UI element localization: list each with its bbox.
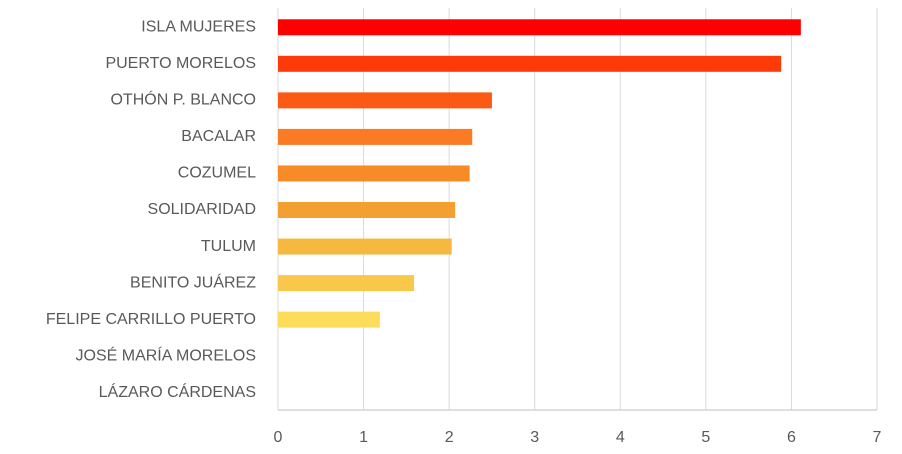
y-tick-label: TULUM [201, 238, 256, 255]
y-tick-label: JOSÉ MARÍA MORELOS [76, 345, 256, 364]
y-tick-label: LÁZARO CÁRDENAS [99, 382, 256, 401]
bar [278, 55, 782, 72]
bar [278, 202, 456, 218]
x-tick-label: 2 [445, 429, 454, 446]
bar [278, 128, 473, 145]
y-tick-label: BACALAR [181, 128, 256, 145]
y-tick-label: FELIPE CARRILLO PUERTO [46, 311, 256, 328]
y-tick-label: OTHÓN P. BLANCO [110, 90, 256, 109]
bar [278, 92, 492, 109]
y-tick-label: PUERTO MORELOS [105, 55, 256, 72]
x-tick-label: 6 [787, 429, 796, 446]
x-tick-label: 1 [359, 429, 368, 446]
y-tick-label: BENITO JUÁREZ [130, 272, 256, 291]
x-tick-label: 4 [616, 429, 625, 446]
y-tick-label: SOLIDARIDAD [148, 201, 256, 218]
y-tick-label: ISLA MUJERES [141, 18, 256, 35]
bar [278, 275, 415, 292]
x-tick-label: 7 [873, 429, 882, 446]
x-tick-label: 0 [274, 429, 283, 446]
x-tick-label: 3 [530, 429, 539, 446]
bar [278, 165, 470, 182]
bar [278, 311, 380, 328]
x-tick-label: 5 [701, 429, 710, 446]
bar [278, 19, 801, 36]
y-tick-label: COZUMEL [178, 165, 256, 182]
bar [278, 238, 452, 255]
